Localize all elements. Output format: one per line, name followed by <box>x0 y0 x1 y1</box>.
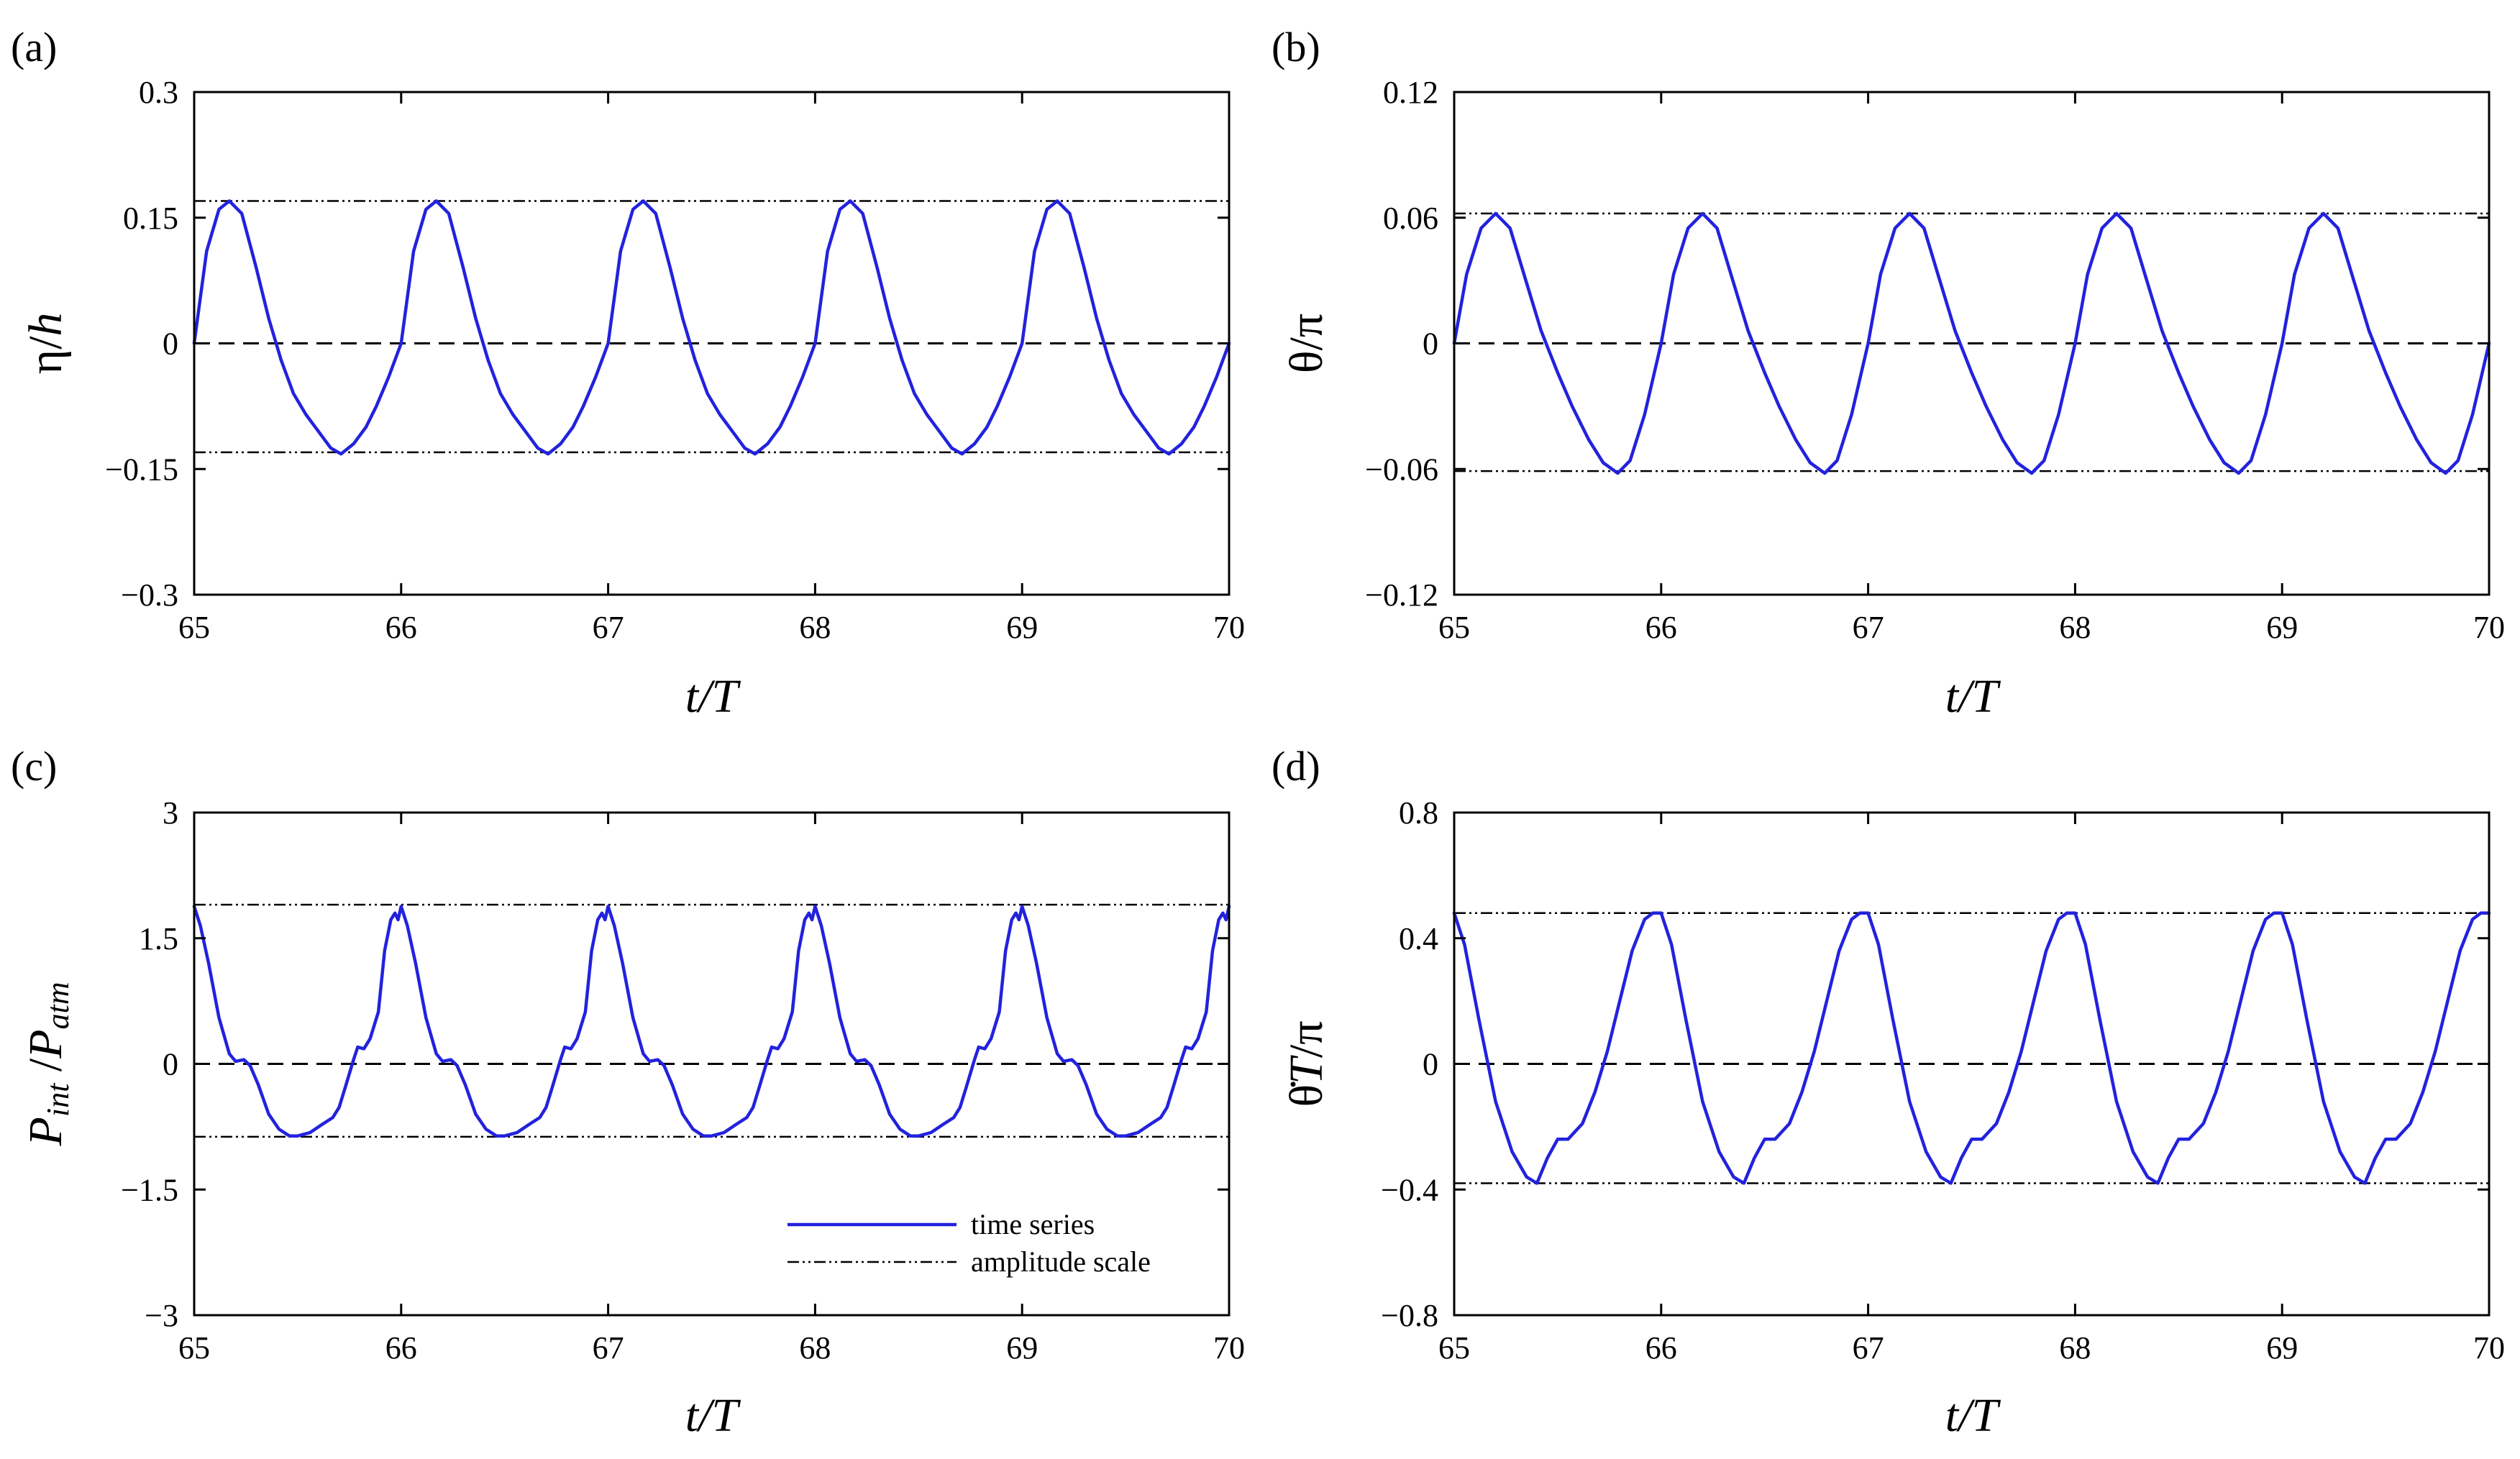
y-tick-label: −0.8 <box>1381 1298 1438 1333</box>
y-tick-label: −0.06 <box>1365 452 1438 487</box>
time-series-line <box>192 905 1231 1138</box>
panel-a: 65 66 67 68 69 70 −0.3 −0.15 0 0.15 0.3 (a) t/T η/h <box>11 24 1245 723</box>
panel-label: (c) <box>11 743 57 790</box>
y-tick-label: 1.5 <box>139 921 178 956</box>
y-tick-label: 0.06 <box>1383 201 1438 236</box>
y-axis-title: η/h <box>19 313 72 375</box>
x-tick-label: 65 <box>178 1330 210 1366</box>
panel-label: (a) <box>11 24 57 70</box>
legend: time series amplitude scale <box>788 1208 1151 1278</box>
x-tick-label: 68 <box>799 1330 831 1366</box>
panel-b: 65 66 67 68 69 70 −0.12 −0.06 0 0.06 0.12 (b) t/T θ/π <box>1272 24 2505 723</box>
panel-label: (b) <box>1272 24 1320 70</box>
y-tick-label: 0 <box>1423 326 1438 362</box>
x-tick-label: 68 <box>2059 1330 2091 1366</box>
y-tick-label: 0.4 <box>1399 921 1438 956</box>
time-series-line <box>192 199 1231 456</box>
y-axis-title: Pint /Patm <box>19 982 76 1147</box>
x-tick-label: 66 <box>385 1330 417 1366</box>
y-tick-label: 3 <box>163 795 178 831</box>
legend-label: amplitude scale <box>971 1245 1151 1278</box>
panel-d: 65 66 67 68 69 70 −0.8 −0.4 0 0.4 0.8 (d) t/T θ̇T/π <box>1272 743 2505 1442</box>
y-tick-label: −3 <box>145 1298 178 1333</box>
x-axis-title: t/T <box>1945 1389 2001 1442</box>
y-tick-label: 0 <box>1423 1047 1438 1082</box>
x-tick-label: 68 <box>2059 610 2091 645</box>
y-axis-title: θ̇T/π <box>1280 1020 1333 1107</box>
y-axis-title: θ/π <box>1280 314 1333 373</box>
x-tick-label: 69 <box>2266 610 2298 645</box>
x-tick-label: 70 <box>2473 610 2505 645</box>
x-tick-label: 69 <box>1006 610 1038 645</box>
x-tick-label: 67 <box>593 610 624 645</box>
x-tick-label: 67 <box>593 1330 624 1366</box>
y-tick-label: −0.4 <box>1381 1172 1438 1207</box>
x-tick-label: 66 <box>385 610 417 645</box>
x-tick-label: 65 <box>178 610 210 645</box>
panel-c: 65 66 67 68 69 70 −3 −1.5 0 1.5 3 (c) t/T Pint /Patm t… <box>11 743 1245 1442</box>
x-axis-title: t/T <box>685 1389 741 1442</box>
y-tick-label: 0 <box>163 326 178 362</box>
time-series-line <box>1452 211 2491 475</box>
y-tick-label: −0.12 <box>1365 577 1438 613</box>
x-tick-label: 67 <box>1853 610 1884 645</box>
y-tick-label: 0.8 <box>1399 795 1438 831</box>
x-tick-label: 65 <box>1438 1330 1470 1366</box>
x-tick-label: 69 <box>2266 1330 2298 1366</box>
x-tick-label: 67 <box>1853 1330 1884 1366</box>
x-tick-label: 70 <box>1213 610 1245 645</box>
x-tick-label: 65 <box>1438 610 1470 645</box>
legend-label: time series <box>971 1208 1095 1240</box>
x-tick-label: 70 <box>1213 1330 1245 1366</box>
x-tick-label: 70 <box>2473 1330 2505 1366</box>
panel-label: (d) <box>1272 743 1320 790</box>
x-tick-label: 66 <box>1645 610 1677 645</box>
x-tick-label: 68 <box>799 610 831 645</box>
time-series-line <box>1452 911 2491 1185</box>
y-tick-label: 0 <box>163 1047 178 1082</box>
y-tick-label: −1.5 <box>121 1172 178 1207</box>
y-tick-label: −0.3 <box>121 577 178 613</box>
y-tick-label: −0.15 <box>105 452 178 487</box>
y-tick-label: 0.12 <box>1383 75 1438 110</box>
y-tick-label: 0.15 <box>123 201 178 236</box>
y-tick-label: 0.3 <box>139 75 178 110</box>
x-tick-label: 69 <box>1006 1330 1038 1366</box>
x-axis-title: t/T <box>1945 670 2001 723</box>
x-tick-label: 66 <box>1645 1330 1677 1366</box>
x-axis-title: t/T <box>685 670 741 723</box>
